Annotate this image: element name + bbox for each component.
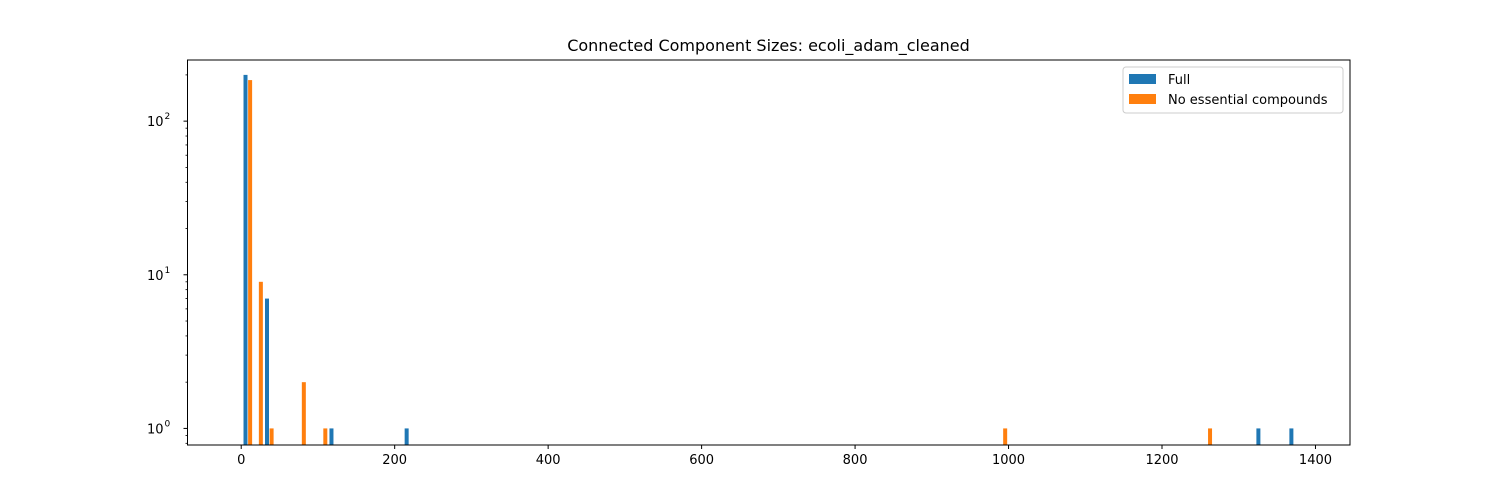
plot-frame xyxy=(187,59,1351,446)
y-tick-label: 10 xyxy=(147,422,164,437)
bar-no-essential-compounds-5 xyxy=(1003,428,1008,445)
bar-full-4 xyxy=(1256,428,1261,445)
x-tick-label: 800 xyxy=(843,453,868,468)
y-tick-label: 10 xyxy=(147,269,164,284)
bar-no-essential-compounds-2 xyxy=(269,428,274,445)
legend-swatch xyxy=(1129,94,1156,104)
x-tick-label: 200 xyxy=(382,453,407,468)
bar-no-essential-compounds-4 xyxy=(323,428,328,445)
legend: Full No essential compounds xyxy=(1122,66,1344,114)
x-tick-label: 600 xyxy=(689,453,714,468)
x-tick-label: 1200 xyxy=(1145,453,1178,468)
x-tick-label: 1400 xyxy=(1299,453,1332,468)
x-tick-label: 400 xyxy=(536,453,561,468)
y-tick-exponent: 0 xyxy=(165,419,171,429)
bar-no-essential-compounds-1 xyxy=(258,281,263,445)
legend-swatch xyxy=(1129,74,1156,84)
x-tick-label: 1000 xyxy=(992,453,1025,468)
bar-no-essential-compounds-0 xyxy=(248,80,253,445)
bar-no-essential-compounds-6 xyxy=(1208,428,1213,445)
bar-full-5 xyxy=(1289,428,1294,445)
y-tick-label: 10 xyxy=(147,115,164,130)
legend-box xyxy=(1122,66,1344,114)
bar-no-essential-compounds-3 xyxy=(301,382,306,445)
x-tick-label: 0 xyxy=(237,453,245,468)
bar-full-0 xyxy=(243,74,248,445)
bar-full-1 xyxy=(265,298,269,445)
chart-title: Connected Component Sizes: ecoli_adam_cl… xyxy=(567,36,970,56)
legend-label: No essential compounds xyxy=(1168,93,1328,108)
plot-area xyxy=(243,74,1294,445)
y-tick-exponent: 1 xyxy=(165,266,171,276)
legend-label: Full xyxy=(1168,73,1190,88)
bar-full-2 xyxy=(329,428,334,445)
y-tick-exponent: 2 xyxy=(165,112,171,122)
bar-full-3 xyxy=(404,428,409,445)
